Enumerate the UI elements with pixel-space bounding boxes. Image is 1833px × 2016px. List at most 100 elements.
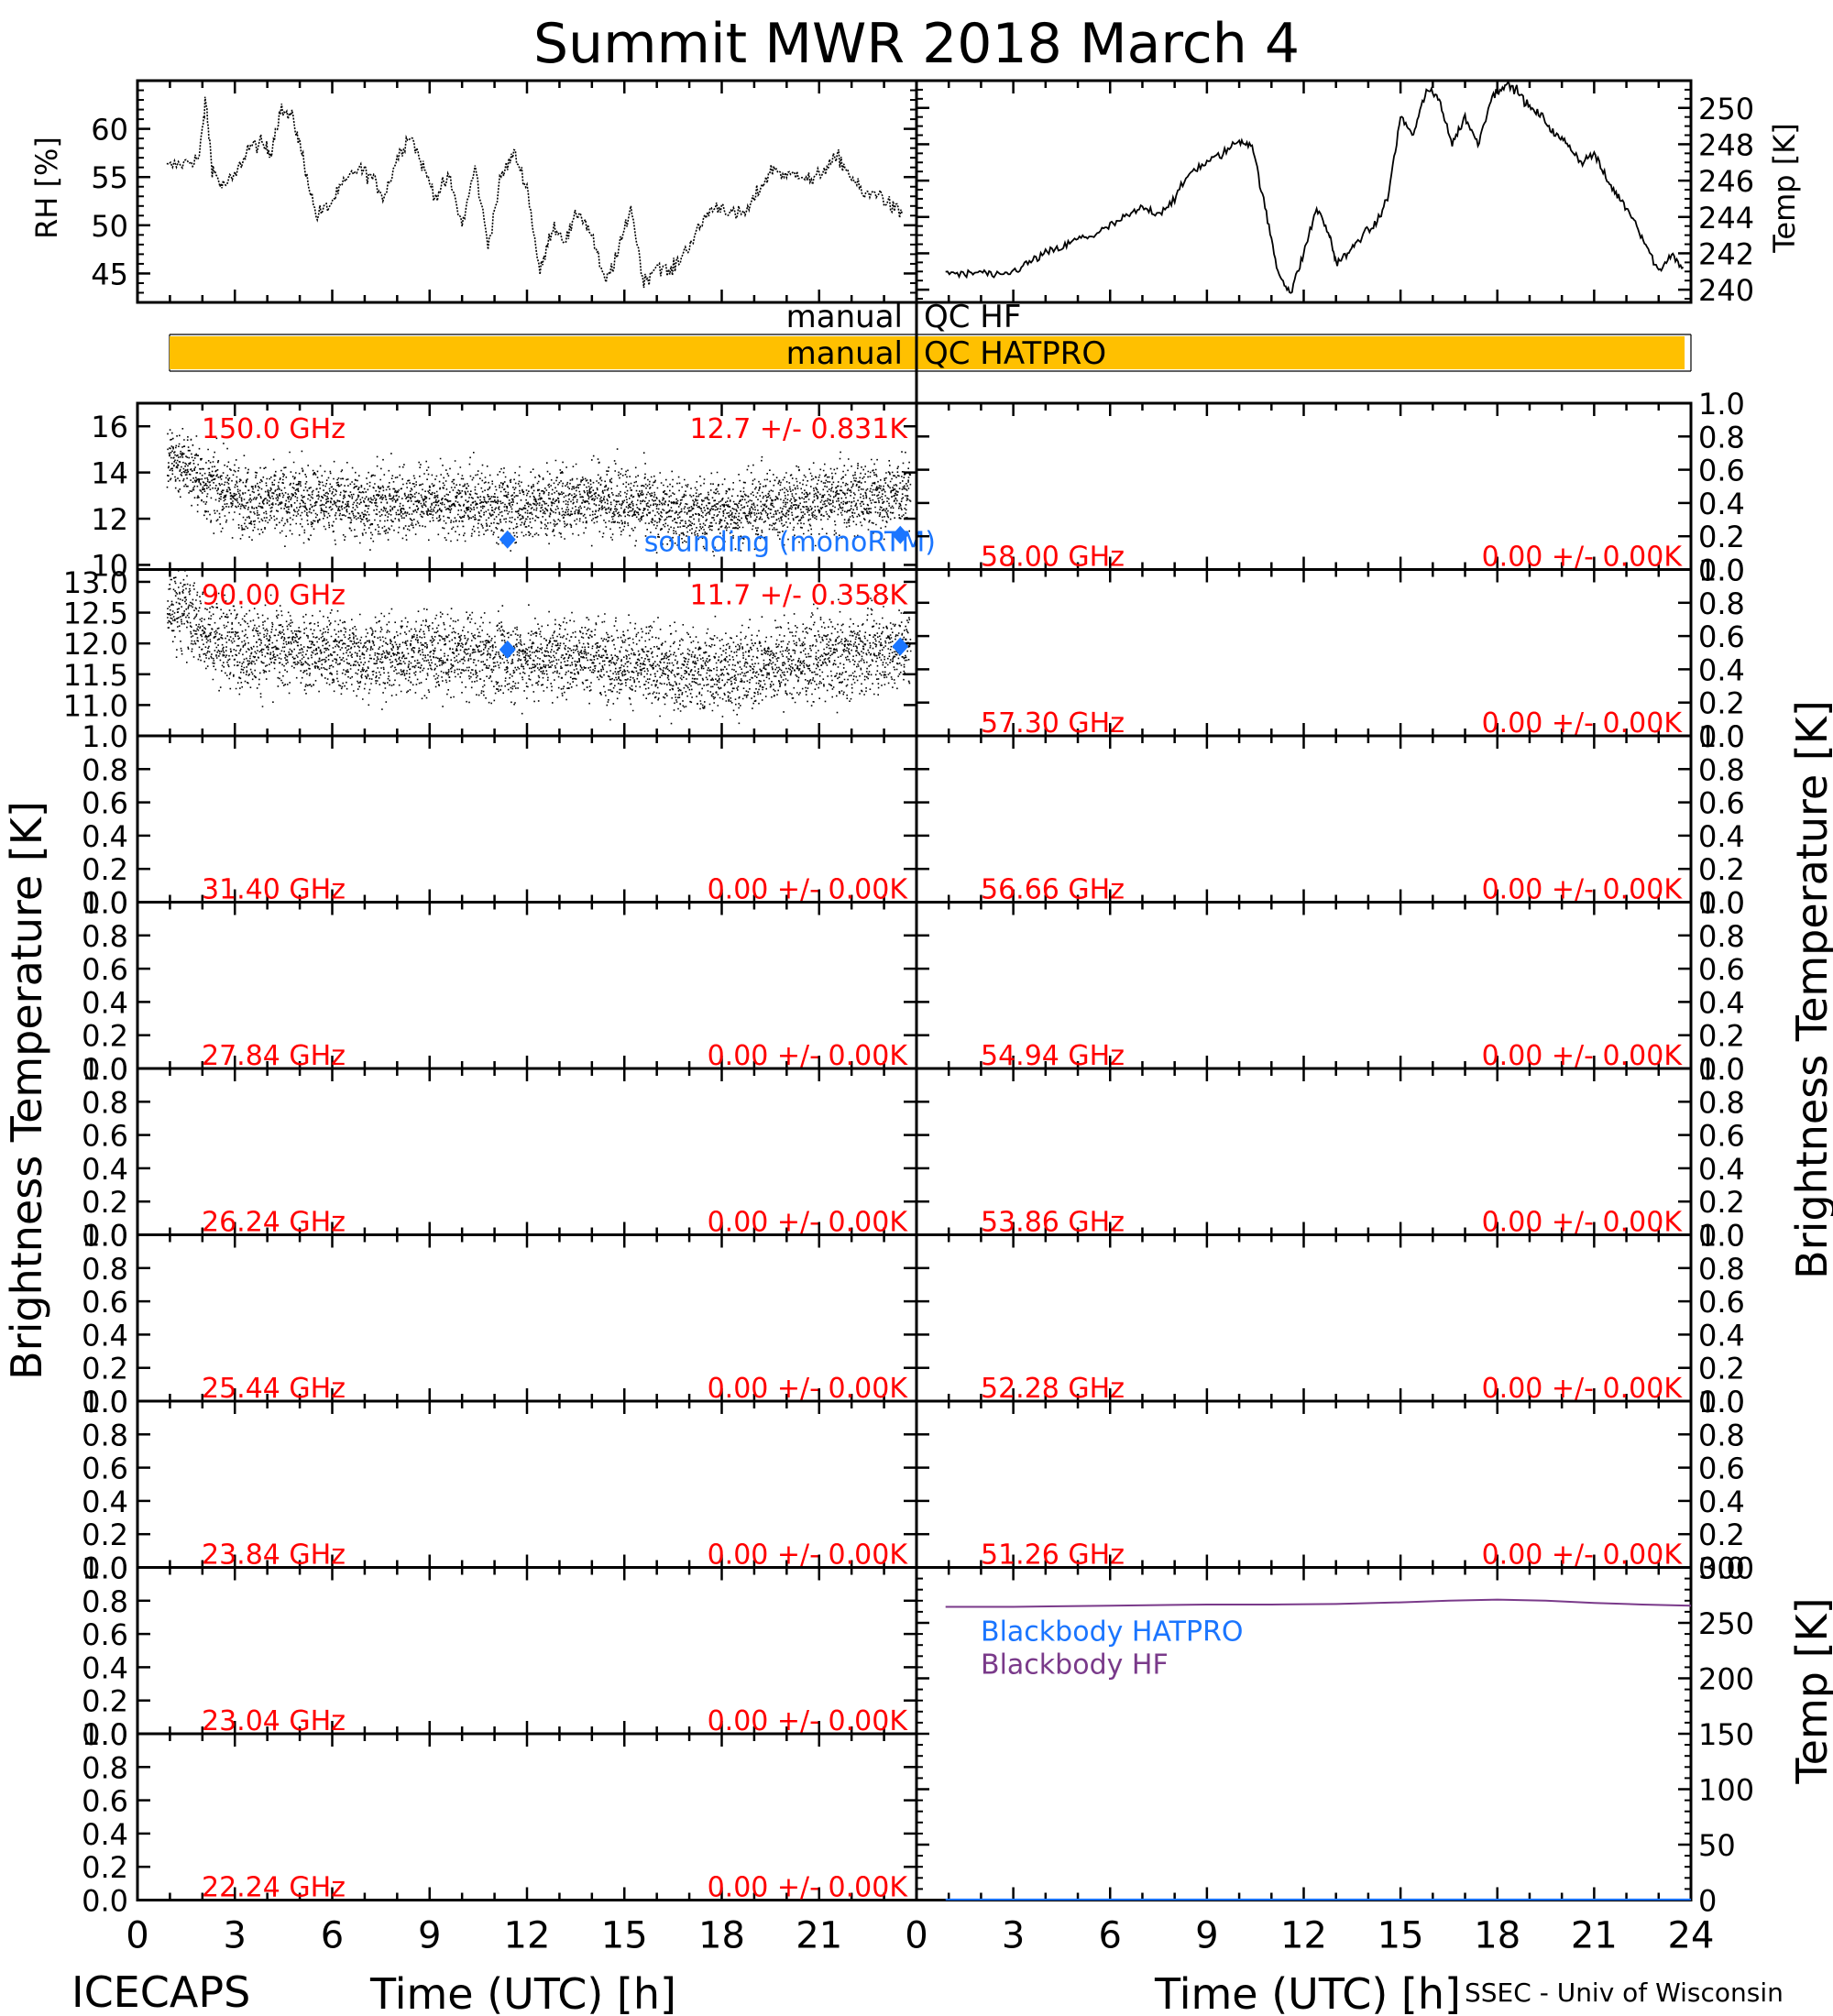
- blackbody-legend-1: Blackbody HF: [981, 1649, 1169, 1682]
- y-tick-label: 0.0: [1698, 553, 1745, 588]
- y-tick-label: 0.4: [1698, 985, 1745, 1020]
- qc-row-label-left: manual: [786, 299, 903, 335]
- y-tick-label: 14: [91, 456, 128, 491]
- y-tick-label: 0.2: [1698, 520, 1745, 554]
- rh-series-line: [166, 96, 904, 289]
- bt5228-freq-label: 52.28 GHz: [981, 1373, 1125, 1405]
- bt58-freq-label: 58.00 GHz: [981, 542, 1125, 574]
- bt5386-freq-label: 53.86 GHz: [981, 1207, 1125, 1239]
- y-tick-label: 246: [1698, 164, 1754, 199]
- bt58-stats-label: 0.00 +/- 0.00K: [1482, 542, 1684, 574]
- y-tick-label: 0.8: [1698, 1085, 1745, 1120]
- y-tick-label: 0.8: [82, 919, 128, 954]
- y-tick-label: 0.6: [1698, 619, 1745, 654]
- y-tick-label: 0.0: [1698, 719, 1745, 754]
- bt2304-panel: 0.00.20.40.60.81.023.04 GHz 0.00 +/- 0.00…: [82, 1551, 918, 1752]
- y-tick-label: 0.2: [1698, 1185, 1745, 1220]
- y-tick-label: 0.0: [1698, 1385, 1745, 1419]
- x-axis-label-right: Time (UTC) [h]: [1154, 1969, 1461, 2016]
- bt3140-stats-label: 0.00 +/- 0.00K: [708, 874, 909, 906]
- x-tick-label: 9: [1195, 1915, 1218, 1957]
- y-tick-label: 0.0: [1698, 1219, 1745, 1254]
- y-tick-label: 0.6: [82, 1119, 128, 1154]
- bt5730-stats-label: 0.00 +/- 0.00K: [1482, 707, 1684, 740]
- bt90-panel: 11.011.512.012.513.0 90.00 GHz 11.7 +/- 0.…: [63, 565, 918, 738]
- temp-frame: [915, 79, 1693, 304]
- sounding-marker: [499, 530, 516, 549]
- x-axis-label-left: Time (UTC) [h]: [369, 1969, 676, 2016]
- y-tick-label: 0.0: [1698, 1551, 1745, 1586]
- y-tick-label: 0.2: [82, 1185, 128, 1220]
- y-tick-label: 1.0: [1698, 886, 1745, 921]
- y-tick-label: 0.2: [82, 1019, 128, 1054]
- y-tick-label: 100: [1698, 1773, 1754, 1808]
- qc-row-label-left: manual: [786, 335, 903, 372]
- y-tick-label: 0: [1698, 1884, 1717, 1919]
- y-tick-label: 0.0: [82, 1052, 128, 1087]
- rh-axis-label: RH [%]: [29, 137, 64, 239]
- rh-panel: 45 50 55 60 RH [%]: [29, 79, 918, 304]
- bt2784-panel: 0.00.20.40.60.81.027.84 GHz 0.00 +/- 0.00…: [82, 886, 918, 1087]
- x-tick-label: 3: [224, 1915, 247, 1957]
- y-tick-label: 0.4: [82, 1485, 128, 1519]
- bt5666-panel: 0.00.20.40.60.81.056.66 GHz 0.00 +/- 0.00…: [915, 719, 1745, 921]
- y-tick-label: 45: [91, 257, 128, 291]
- y-tick-label: 1.0: [82, 1052, 128, 1087]
- bt2544-stats-label: 0.00 +/- 0.00K: [708, 1373, 909, 1405]
- y-tick-label: 0.6: [1698, 1285, 1745, 1320]
- y-tick-label: 0.4: [82, 1817, 128, 1852]
- y-tick-label: 0.6: [82, 1285, 128, 1320]
- y-tick-label: 60: [91, 113, 128, 148]
- y-tick-label: 0.2: [82, 1517, 128, 1552]
- y-tick-label: 0.0: [1698, 886, 1745, 921]
- footer-left: ICECAPS: [71, 1967, 250, 2016]
- y-tick-label: 0.8: [1698, 1252, 1745, 1287]
- y-tick-label: 1.0: [1698, 1385, 1745, 1419]
- blackbody-axis-label: Temp [K]: [1787, 1597, 1833, 1784]
- y-tick-label: 0.4: [82, 1318, 128, 1353]
- qc-bar: [170, 336, 1685, 369]
- y-tick-label: 1.0: [1698, 387, 1745, 422]
- y-tick-label: 0.2: [82, 852, 128, 887]
- x-tick-label: 15: [601, 1915, 648, 1957]
- bt2624-panel: 0.00.20.40.60.81.026.24 GHz 0.00 +/- 0.00…: [82, 1052, 918, 1254]
- y-tick-label: 10: [91, 548, 128, 583]
- bt150-legend-sounding: sounding (monoRTM): [644, 527, 936, 559]
- y-tick-label: 0.8: [1698, 752, 1745, 787]
- y-axis-label-right: Brightness Temperature [K]: [1787, 700, 1833, 1279]
- bt2544-panel: 0.00.20.40.60.81.025.44 GHz 0.00 +/- 0.00…: [82, 1219, 918, 1419]
- y-tick-label: 150: [1698, 1717, 1754, 1752]
- x-tick-labels: 0 0 3 3 6 6 9 9 12 12 15 15 18 18 21 21 24: [126, 1915, 1714, 1957]
- y-tick-label: 11.5: [63, 658, 128, 693]
- bt3140-panel: 0.00.20.40.60.81.031.40 GHz 0.00 +/- 0.00…: [82, 719, 918, 921]
- y-tick-label: 1.0: [82, 1551, 128, 1586]
- bt2784-freq-label: 27.84 GHz: [202, 1040, 346, 1072]
- x-tick-label: 12: [1280, 1915, 1327, 1957]
- y-tick-label: 242: [1698, 236, 1754, 271]
- temp-axis-label: Temp [K]: [1767, 123, 1802, 253]
- y-tick-label: 0.0: [82, 1551, 128, 1586]
- y-tick-label: 0.4: [82, 1152, 128, 1187]
- y-tick-label: 16: [91, 410, 128, 444]
- bt5730-panel: 0.00.20.40.60.81.057.30 GHz 0.00 +/- 0.00…: [915, 553, 1745, 754]
- y-tick-label: 248: [1698, 127, 1754, 162]
- y-tick-label: 0.0: [82, 1219, 128, 1254]
- y-tick-label: 0.4: [82, 819, 128, 854]
- y-tick-label: 240: [1698, 273, 1754, 308]
- bt5730-freq-label: 57.30 GHz: [981, 707, 1125, 740]
- bt5386-stats-label: 0.00 +/- 0.00K: [1482, 1207, 1684, 1239]
- bt90-scatter-cloud: [167, 570, 912, 725]
- y-tick-label: 0.2: [1698, 1352, 1745, 1386]
- bt90-freq-label: 90.00 GHz: [202, 580, 346, 612]
- y-tick-label: 250: [1698, 92, 1754, 126]
- qc-row-label-right: QC HATPRO: [924, 335, 1106, 372]
- bt58-panel: 0.00.20.40.60.81.058.00 GHz 0.00 +/- 0.00…: [915, 387, 1745, 588]
- y-tick-label: 250: [1698, 1606, 1754, 1641]
- y-tick-label: 0.4: [82, 1650, 128, 1685]
- y-tick-label: 0.6: [1698, 952, 1745, 987]
- x-tick-label: 18: [698, 1915, 745, 1957]
- y-tick-label: 1.0: [82, 1717, 128, 1752]
- y-tick-label: 0.6: [82, 1784, 128, 1819]
- y-tick-label: 0.8: [82, 1252, 128, 1287]
